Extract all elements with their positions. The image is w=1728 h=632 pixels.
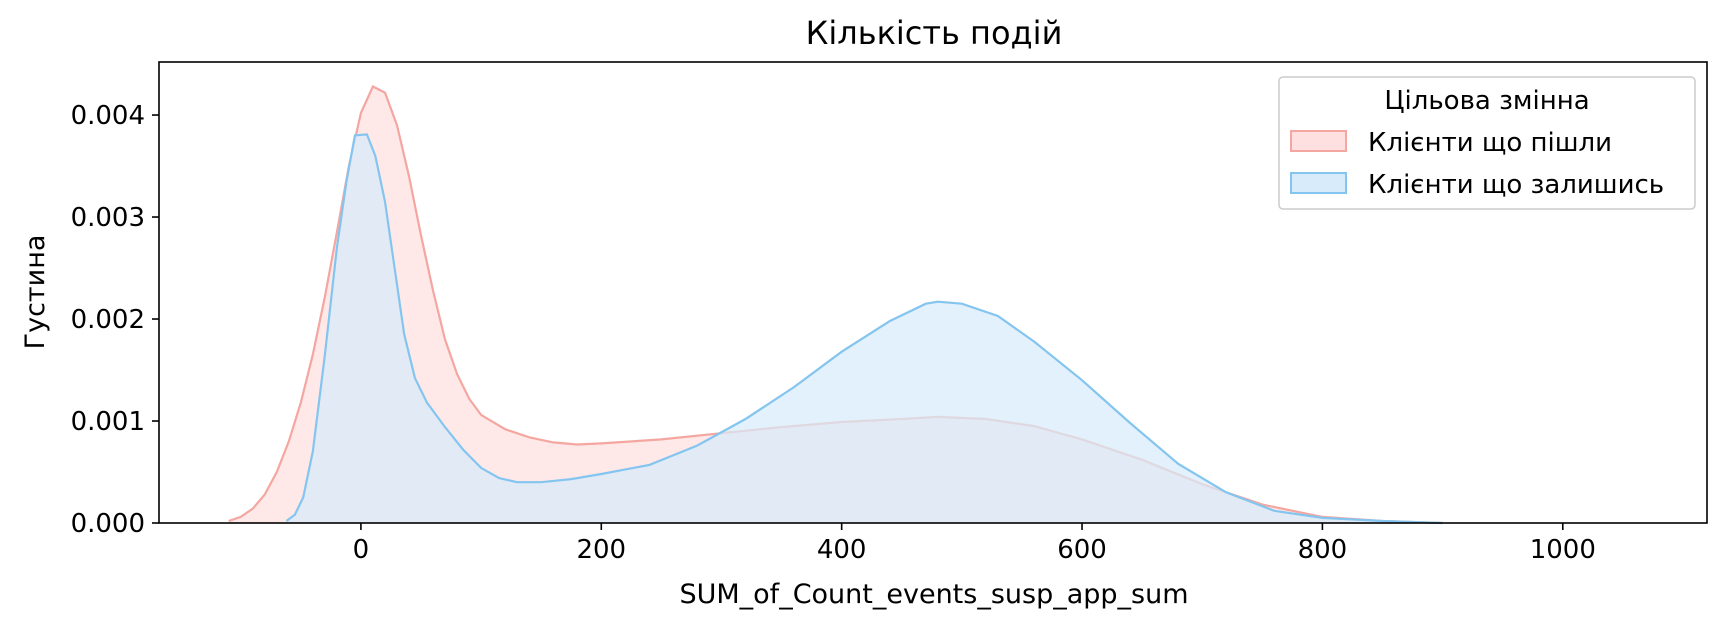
y-tick-label: 0.004 xyxy=(71,101,145,131)
density-area-retained xyxy=(286,134,1443,523)
y-axis-label: Густина xyxy=(20,235,51,350)
x-axis-label: SUM_of_Count_events_susp_app_sum xyxy=(679,579,1188,610)
legend-label-retained: Клієнти що залишись xyxy=(1368,170,1664,200)
plot-frame xyxy=(158,61,1708,524)
density-line-retained xyxy=(285,133,1443,525)
legend-frame xyxy=(1278,76,1696,210)
y-tick-label: 0.003 xyxy=(71,203,145,233)
legend-swatch-retained xyxy=(1290,172,1347,194)
x-tick-label: 1000 xyxy=(1530,535,1596,565)
x-tick-label: 800 xyxy=(1298,535,1348,565)
legend: Цільова змінна Клієнти що пішли Клієнти … xyxy=(1278,76,1696,210)
legend-label-churned: Клієнти що пішли xyxy=(1368,128,1612,158)
chart-title: Кількість подій xyxy=(806,14,1063,52)
x-tick-label: 600 xyxy=(1057,535,1107,565)
y-tick-label: 0.001 xyxy=(71,407,145,437)
y-axis: 0.000 0.001 0.002 0.003 0.004 xyxy=(71,101,159,539)
x-axis: 0 200 400 600 800 1000 xyxy=(353,523,1596,565)
x-tick-label: 400 xyxy=(817,535,867,565)
x-tick-label: 200 xyxy=(576,535,626,565)
plot-layer xyxy=(228,85,1443,525)
legend-title: Цільова змінна xyxy=(1384,86,1589,116)
x-tick-label: 0 xyxy=(353,535,370,565)
legend-swatch-churned xyxy=(1290,130,1347,152)
y-tick-label: 0.000 xyxy=(71,509,145,539)
y-tick-label: 0.002 xyxy=(71,305,145,335)
